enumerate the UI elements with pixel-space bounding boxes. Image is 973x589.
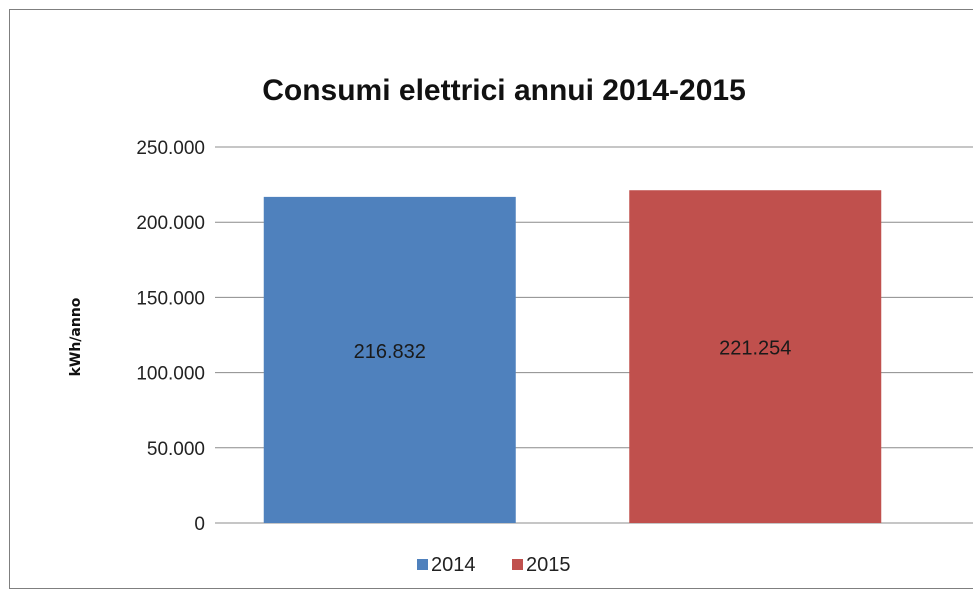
data-labels: 216.832 221.254	[354, 338, 792, 363]
legend-label-2015: 2015	[526, 554, 571, 576]
legend-swatch-2014	[417, 559, 428, 570]
y-tick-label: 250.000	[136, 138, 205, 159]
bars	[263, 190, 882, 523]
data-label-2014: 216.832	[354, 341, 426, 363]
bar-2015	[629, 190, 882, 523]
data-label-2015: 221.254	[719, 338, 791, 360]
chart-frame: Consumi elettrici annui 2014-2015 kWh/an…	[9, 9, 973, 589]
bar-chart: Consumi elettrici annui 2014-2015 kWh/an…	[68, 74, 973, 576]
y-tick-label: 100.000	[136, 364, 205, 385]
y-axis-label: kWh/anno	[68, 297, 84, 376]
y-tick-label: 50.000	[147, 439, 205, 460]
y-tick-label: 0	[194, 514, 205, 535]
bar-2014	[263, 196, 516, 523]
y-axis-ticks: 0 50.000 100.000 150.000 200.000 250.000	[136, 138, 205, 535]
legend: 2014 2015	[417, 554, 571, 576]
y-tick-label: 150.000	[136, 288, 205, 309]
legend-label-2014: 2014	[431, 554, 476, 576]
legend-swatch-2015	[512, 559, 523, 570]
chart-title: Consumi elettrici annui 2014-2015	[262, 74, 746, 107]
y-tick-label: 200.000	[136, 213, 205, 234]
